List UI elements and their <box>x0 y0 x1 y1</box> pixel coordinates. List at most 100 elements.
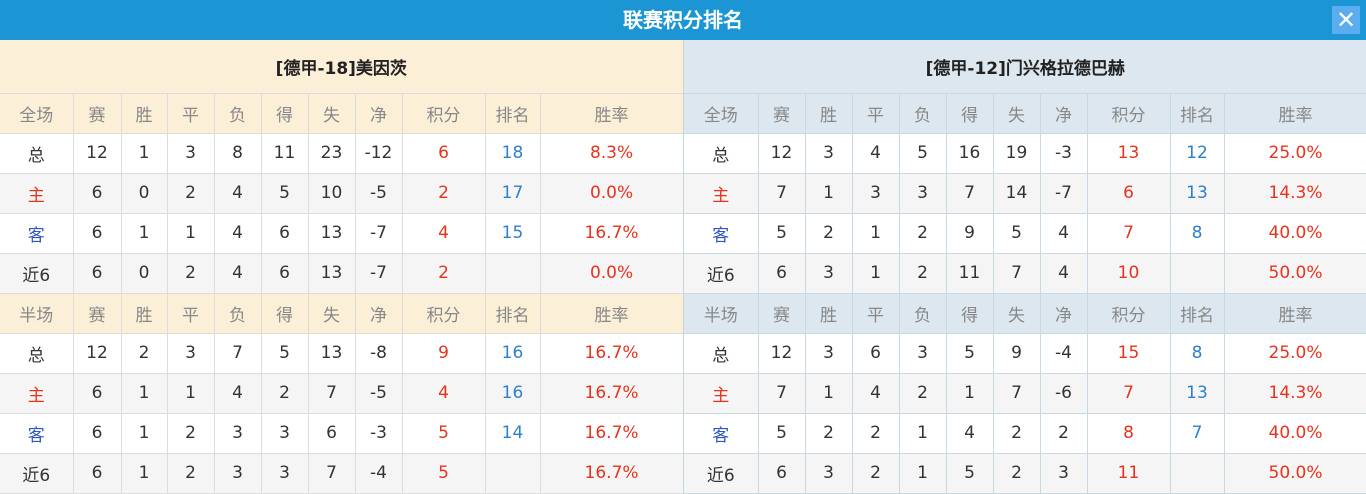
away-team-panel: [德甲-12]门兴格拉德巴赫 全场赛胜平负得失净积分 排名 胜率总 12 3 4 5 16 19-… <box>683 40 1366 494</box>
cell: 3 <box>261 413 309 454</box>
cell: 16.7% <box>540 413 684 454</box>
cell: 3 <box>805 253 853 294</box>
cell: 1 <box>121 413 168 454</box>
cell: 4 <box>402 373 486 414</box>
column-header: 排名 <box>485 293 541 334</box>
row-label: 总 <box>0 333 74 374</box>
column-header: 净 <box>355 93 403 134</box>
column-header-row: 全场赛胜平负得失净积分 排名 胜率 <box>0 93 684 134</box>
column-header: 胜 <box>805 93 853 134</box>
column-header: 排名 <box>1170 293 1225 334</box>
cell: 6 <box>758 453 806 494</box>
cell: 5 <box>261 173 309 214</box>
cell: 2 <box>899 253 947 294</box>
cell: 16 <box>485 373 541 414</box>
cell: 7 <box>758 373 806 414</box>
cell: 4 <box>402 213 486 254</box>
table-row: 客 5 2 2 1 4 2 2 8 7 40.0% <box>684 413 1366 454</box>
cell: 2 <box>993 413 1041 454</box>
cell: 6 <box>73 213 122 254</box>
cell: 16.7% <box>540 213 684 254</box>
cell: 5 <box>946 333 994 374</box>
cell: 17 <box>485 173 541 214</box>
cell: 50.0% <box>1224 253 1366 294</box>
cell: 0 <box>121 173 168 214</box>
cell: -3 <box>1040 133 1088 174</box>
home-team-panel: [德甲-18]美因茨 全场赛胜平负得失净积分 排名 胜率总 12 1 3 8 11 23 -12 6 1… <box>0 40 684 494</box>
cell: -7 <box>1040 173 1088 214</box>
cell: 7 <box>758 173 806 214</box>
cell: 10 <box>308 173 356 214</box>
cell: 3 <box>214 413 262 454</box>
cell: 7 <box>1170 413 1225 454</box>
row-label: 主 <box>0 173 74 214</box>
cell: 3 <box>805 333 853 374</box>
cell: 8 <box>1170 213 1225 254</box>
cell: 6 <box>852 333 900 374</box>
cell: -4 <box>355 453 403 494</box>
cell: 3 <box>214 453 262 494</box>
cell: 2 <box>993 453 1041 494</box>
column-header: 积分 <box>402 93 486 134</box>
column-header: 失 <box>308 93 356 134</box>
cell: 1 <box>852 253 900 294</box>
cell: 1 <box>167 213 215 254</box>
column-header: 胜 <box>121 93 168 134</box>
table-row: 近6 6 3 1 2 11 7 4 10 50.0% <box>684 253 1366 294</box>
cell: 13 <box>308 333 356 374</box>
row-label: 主 <box>0 373 74 414</box>
cell: 5 <box>402 453 486 494</box>
cell: 12 <box>758 133 806 174</box>
cell: 18 <box>485 133 541 174</box>
cell: 11 <box>261 133 309 174</box>
cell: 3 <box>899 333 947 374</box>
table-row: 近6 6 3 2 1 5 2 3 11 50.0% <box>684 453 1366 494</box>
row-label: 总 <box>684 133 759 174</box>
column-header-row: 半场赛胜平负得失净积分 排名 胜率 <box>0 293 684 334</box>
cell: -7 <box>355 213 403 254</box>
column-header: 平 <box>852 93 900 134</box>
cell: 0.0% <box>540 253 684 294</box>
cell: 2 <box>852 453 900 494</box>
cell: 2 <box>261 373 309 414</box>
table-row: 主 7 1 4 2 1 7 -6 7 13 14.3% <box>684 373 1366 414</box>
cell: 12 <box>758 333 806 374</box>
column-header: 净 <box>1040 93 1088 134</box>
cell: 16.7% <box>540 453 684 494</box>
cell: 16.7% <box>540 333 684 374</box>
cell: 3 <box>805 453 853 494</box>
column-header: 半场 <box>0 293 74 334</box>
cell: 9 <box>402 333 486 374</box>
cell <box>1170 253 1225 294</box>
column-header: 胜率 <box>540 293 684 334</box>
cell: 14 <box>993 173 1041 214</box>
column-header: 平 <box>167 93 215 134</box>
table-row: 近6 6 0 2 4 6 13 -7 2 0.0% <box>0 253 684 294</box>
cell: 3 <box>167 333 215 374</box>
column-header: 胜率 <box>540 93 684 134</box>
cell: 5 <box>899 133 947 174</box>
cell: 9 <box>946 213 994 254</box>
close-icon[interactable]: ✕ <box>1332 6 1360 34</box>
cell: 5 <box>261 333 309 374</box>
cell: 5 <box>946 453 994 494</box>
table-row: 近6 6 1 2 3 3 7 -4 5 16.7% <box>0 453 684 494</box>
cell: 1 <box>805 373 853 414</box>
cell: 2 <box>1040 413 1088 454</box>
cell <box>485 253 541 294</box>
cell: 6 <box>73 453 122 494</box>
row-label: 客 <box>684 413 759 454</box>
column-header: 全场 <box>684 93 759 134</box>
cell: 13 <box>1087 133 1171 174</box>
cell: 14.3% <box>1224 173 1366 214</box>
table-row: 客 5 2 1 2 9 5 4 7 8 40.0% <box>684 213 1366 254</box>
column-header: 胜 <box>121 293 168 334</box>
cell: 4 <box>946 413 994 454</box>
column-header: 赛 <box>73 93 122 134</box>
cell: 1 <box>121 373 168 414</box>
column-header: 赛 <box>758 293 806 334</box>
column-header: 负 <box>214 293 262 334</box>
row-label: 主 <box>684 173 759 214</box>
team-name: [德甲-12]门兴格拉德巴赫 <box>684 40 1366 94</box>
cell: 4 <box>214 173 262 214</box>
